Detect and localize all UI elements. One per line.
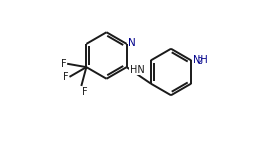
Text: F: F — [61, 59, 67, 69]
Text: F: F — [82, 87, 87, 97]
Text: F: F — [63, 72, 69, 82]
Text: NH: NH — [193, 55, 208, 65]
Text: 2: 2 — [197, 57, 202, 66]
Text: N: N — [128, 38, 136, 48]
Text: HN: HN — [130, 65, 145, 75]
